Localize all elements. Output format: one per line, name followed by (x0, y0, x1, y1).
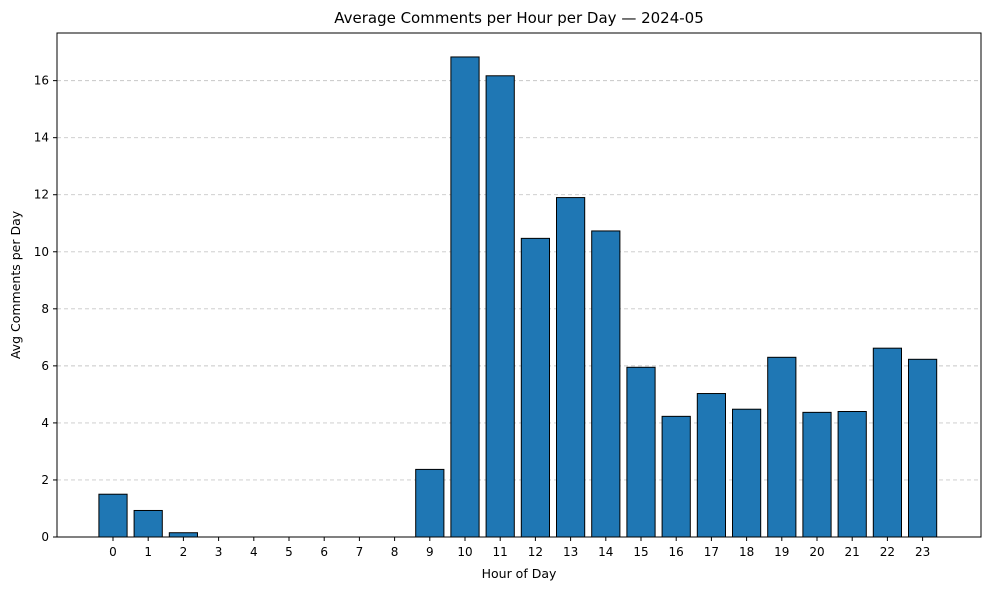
bar-hour-18 (732, 408, 762, 538)
x-tick-label: 17 (704, 545, 719, 559)
y-axis-label: Avg Comments per Day (8, 210, 23, 359)
bar-hour-11 (485, 75, 515, 538)
bar-hour-15 (626, 366, 656, 538)
x-tick-label: 0 (109, 545, 117, 559)
x-tick-label: 11 (493, 545, 508, 559)
y-tick-label: 10 (34, 245, 49, 259)
x-tick-label: 20 (809, 545, 824, 559)
x-tick-label: 14 (598, 545, 613, 559)
y-tick-label: 12 (34, 188, 49, 202)
x-tick-label: 9 (426, 545, 434, 559)
bar-hour-21 (837, 410, 867, 538)
y-tick-label: 14 (34, 131, 49, 145)
x-tick-label: 4 (250, 545, 258, 559)
bar-hour-13 (556, 197, 586, 538)
y-axis-ticks: 0 2 4 6 8 10 12 14 16 (34, 74, 57, 544)
bar-hour-17 (696, 393, 726, 538)
bar-hour-1 (133, 509, 163, 538)
x-tick-label: 7 (356, 545, 364, 559)
bar-hour-0 (98, 493, 128, 538)
bar-hour-16 (661, 415, 691, 538)
plot-frame (56, 32, 982, 538)
x-tick-label: 21 (845, 545, 860, 559)
bar-hour-14 (591, 230, 621, 538)
x-tick-label: 16 (669, 545, 684, 559)
bar-hour-9 (415, 468, 445, 538)
y-tick-label: 0 (41, 530, 49, 544)
chart-title: Average Comments per Hour per Day — 2024… (334, 9, 704, 27)
bars (98, 56, 938, 538)
x-tick-label: 12 (528, 545, 543, 559)
x-tick-label: 13 (563, 545, 578, 559)
x-axis-label: Hour of Day (482, 566, 557, 581)
y-tick-label: 6 (41, 359, 49, 373)
x-axis-ticks: 0 1 2 3 4 5 6 7 8 9 10 11 12 13 14 15 16 17 18 19 20 21 22 23 (109, 537, 930, 559)
bar-hour-10 (450, 56, 480, 538)
x-tick-label: 15 (633, 545, 648, 559)
x-tick-label: 3 (215, 545, 223, 559)
bar-hour-22 (872, 347, 902, 538)
y-tick-label: 16 (34, 74, 49, 88)
bar-hour-23 (908, 358, 938, 538)
x-tick-label: 5 (285, 545, 293, 559)
x-tick-label: 23 (915, 545, 930, 559)
x-tick-label: 8 (391, 545, 399, 559)
x-tick-label: 19 (774, 545, 789, 559)
x-tick-label: 2 (180, 545, 188, 559)
bar-hour-12 (520, 237, 550, 538)
bar-hour-2 (168, 532, 199, 538)
x-tick-label: 22 (880, 545, 895, 559)
x-tick-label: 6 (320, 545, 328, 559)
y-tick-label: 2 (41, 473, 49, 487)
y-tick-label: 8 (41, 302, 49, 316)
x-tick-label: 18 (739, 545, 754, 559)
bar-hour-19 (767, 356, 797, 538)
bar-hour-20 (802, 411, 832, 538)
x-tick-label: 1 (144, 545, 152, 559)
y-tick-label: 4 (41, 416, 49, 430)
gridlines (57, 80, 981, 481)
x-tick-label: 10 (457, 545, 472, 559)
